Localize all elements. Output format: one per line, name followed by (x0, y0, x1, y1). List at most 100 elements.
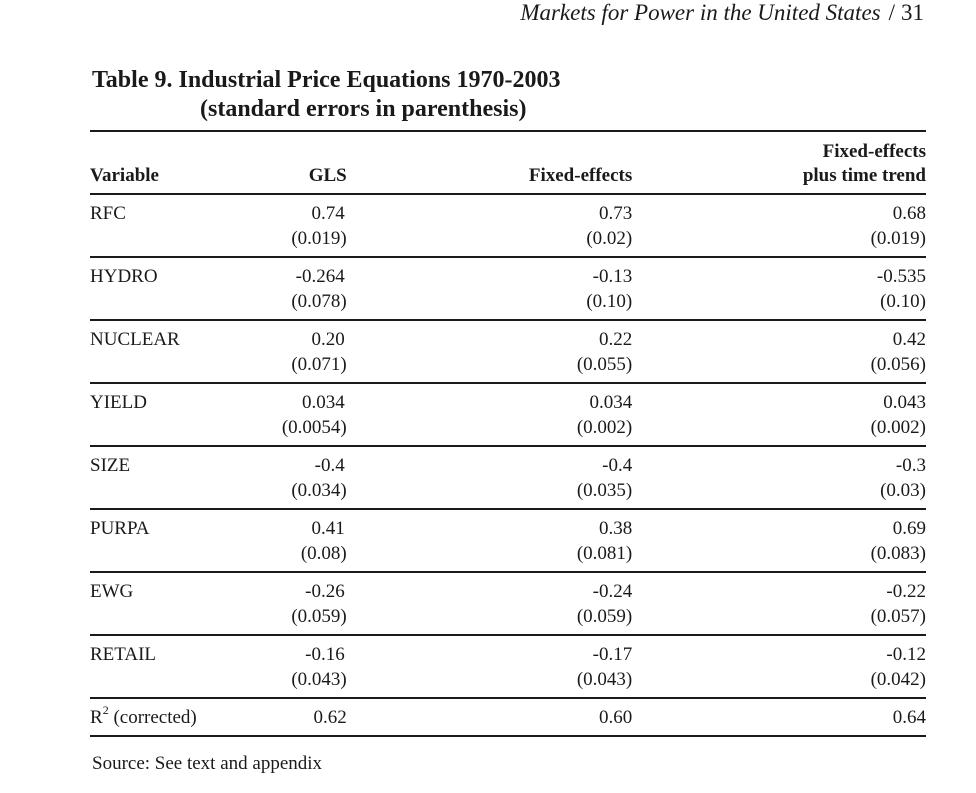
standard-error: (0.043) (576, 669, 633, 690)
coefficient: 0.22 (599, 329, 633, 350)
table-title-line1: Table 9. Industrial Price Equations 1970… (92, 67, 561, 93)
standard-error: (0.057) (870, 606, 926, 627)
standard-error: (0.056) (870, 354, 926, 375)
row-variable: RFC (90, 203, 126, 224)
cell-fixed-effects-trend: -0.535 (0.10) (632, 257, 926, 320)
row-variable: SIZE (90, 455, 131, 476)
standard-error: (0.059) (291, 606, 347, 627)
standard-error: (0.035) (576, 480, 633, 501)
standard-error: (0.002) (870, 417, 926, 438)
r-squared-fixed-effects: 0.60 (599, 707, 633, 728)
coefficient: -0.12 (886, 644, 926, 665)
cell-fixed-effects-trend: 0.68 (0.019) (632, 194, 926, 257)
header-fixed-effects-trend: Fixed-effects plus time trend (632, 131, 926, 194)
cell-gls: 0.034 (0.0054) (265, 383, 347, 446)
row-variable: PURPA (90, 518, 150, 539)
header-gls: GLS (308, 165, 347, 186)
cell-gls: 0.20 (0.071) (265, 320, 346, 383)
standard-error: (0.078) (291, 291, 347, 312)
table-row: RETAIL -0.16 (0.043) -0.17 (0.043) -0.12 (0.04… (90, 635, 926, 698)
cell-fixed-effects-trend: -0.22 (0.057) (632, 572, 926, 635)
cell-gls: -0.264 (0.078) (265, 257, 347, 320)
coefficient: 0.034 (589, 392, 633, 413)
table-title: Table 9. Industrial Price Equations 1970… (92, 66, 561, 124)
cell-fixed-effects-trend: -0.12 (0.042) (632, 635, 926, 698)
row-variable: YIELD (90, 392, 147, 413)
r-squared-label-prefix: R (90, 707, 103, 728)
cell-fixed-effects-trend: 0.69 (0.083) (632, 509, 926, 572)
standard-error: (0.03) (880, 480, 926, 501)
r-squared-gls: 0.62 (313, 707, 347, 728)
r-squared-fixed-effects-trend: 0.64 (892, 707, 926, 728)
table-row: NUCLEAR 0.20 (0.071) 0.22 (0.055) 0.42 (0.056) (90, 320, 926, 383)
standard-error: (0.02) (586, 228, 633, 249)
cell-gls: -0.4 (0.034) (265, 446, 347, 509)
coefficient: -0.24 (592, 581, 633, 602)
table-row: RFC 0.74 (0.019) 0.73 (0.02) 0.68 (0.019) (90, 194, 926, 257)
cell-fixed-effects: 0.034 (0.002) (347, 383, 633, 446)
running-head-separator: / (888, 0, 895, 25)
cell-fixed-effects: -0.24 (0.059) (347, 572, 633, 635)
row-variable: HYDRO (90, 266, 158, 287)
table-row: PURPA 0.41 (0.08) 0.38 (0.081) 0.69 (0.083) (90, 509, 926, 572)
coefficient: -0.17 (592, 644, 633, 665)
cell-gls: -0.16 (0.043) (265, 635, 347, 698)
standard-error: (0.019) (291, 228, 347, 249)
source-note: Source: See text and appendix (92, 753, 323, 774)
r-squared-label: R2 (corrected) (90, 698, 265, 736)
running-head: Markets for Power in the United States /3… (520, 0, 924, 26)
standard-error: (0.034) (291, 480, 347, 501)
standard-error: (0.081) (576, 543, 633, 564)
r-squared-label-superscript: 2 (102, 702, 109, 717)
standard-error: (0.083) (870, 543, 926, 564)
cell-fixed-effects: -0.13 (0.10) (347, 257, 633, 320)
coefficient: -0.13 (592, 266, 633, 287)
table-body: RFC 0.74 (0.019) 0.73 (0.02) 0.68 (0.019) HYDRO… (90, 194, 926, 736)
coefficient: 0.42 (892, 329, 926, 350)
cell-fixed-effects-trend: -0.3 (0.03) (632, 446, 926, 509)
coefficient: -0.16 (305, 644, 345, 665)
cell-fixed-effects: 0.22 (0.055) (347, 320, 633, 383)
cell-fixed-effects: -0.17 (0.043) (347, 635, 633, 698)
standard-error: (0.08) (300, 543, 347, 564)
standard-error: (0.059) (576, 606, 633, 627)
cell-fixed-effects: 0.38 (0.081) (347, 509, 633, 572)
header-variable: Variable (90, 165, 159, 186)
coefficient: 0.68 (892, 203, 926, 224)
table-row: SIZE -0.4 (0.034) -0.4 (0.035) -0.3 (0.03) (90, 446, 926, 509)
row-variable: NUCLEAR (90, 329, 180, 350)
standard-error: (0.043) (291, 669, 347, 690)
coefficient: -0.26 (305, 581, 345, 602)
table-header: Variable GLS Fixed-effects Fixed-effects… (90, 131, 926, 194)
coefficient: 0.034 (302, 392, 345, 413)
coefficient: -0.22 (886, 581, 926, 602)
header-fixed-effects-trend-line2: plus time trend (802, 165, 926, 186)
coefficient: -0.535 (876, 266, 926, 287)
r-squared-label-suffix: (corrected) (108, 707, 197, 728)
cell-gls: -0.26 (0.059) (265, 572, 347, 635)
table-row: EWG -0.26 (0.059) -0.24 (0.059) -0.22 (0.057) (90, 572, 926, 635)
row-variable: EWG (90, 581, 134, 602)
cell-gls: 0.74 (0.019) (265, 194, 347, 257)
running-head-title: Markets for Power in the United States (520, 0, 881, 25)
coefficient: 0.41 (311, 518, 345, 539)
standard-error: (0.055) (576, 354, 633, 375)
header-fixed-effects: Fixed-effects (528, 165, 633, 186)
standard-error: (0.0054) (281, 417, 347, 438)
table-row: HYDRO -0.264 (0.078) -0.13 (0.10) -0.535 (0.10… (90, 257, 926, 320)
coefficient: -0.3 (895, 455, 926, 476)
r-squared-row: R2 (corrected) 0.62 0.60 0.64 (90, 698, 926, 736)
page-number: 31 (901, 0, 924, 25)
row-variable: RETAIL (90, 644, 157, 665)
standard-error: (0.019) (870, 228, 926, 249)
header-fixed-effects-trend-line1: Fixed-effects (822, 141, 926, 162)
standard-error: (0.10) (880, 291, 926, 312)
cell-fixed-effects: -0.4 (0.035) (347, 446, 633, 509)
cell-gls: 0.41 (0.08) (265, 509, 347, 572)
standard-error: (0.002) (576, 417, 633, 438)
coefficient: -0.4 (314, 455, 345, 476)
table-row: YIELD 0.034 (0.0054) 0.034 (0.002) 0.043 (0.00… (90, 383, 926, 446)
coefficient: 0.73 (599, 203, 633, 224)
cell-fixed-effects: 0.73 (0.02) (347, 194, 633, 257)
cell-fixed-effects-trend: 0.42 (0.056) (632, 320, 926, 383)
